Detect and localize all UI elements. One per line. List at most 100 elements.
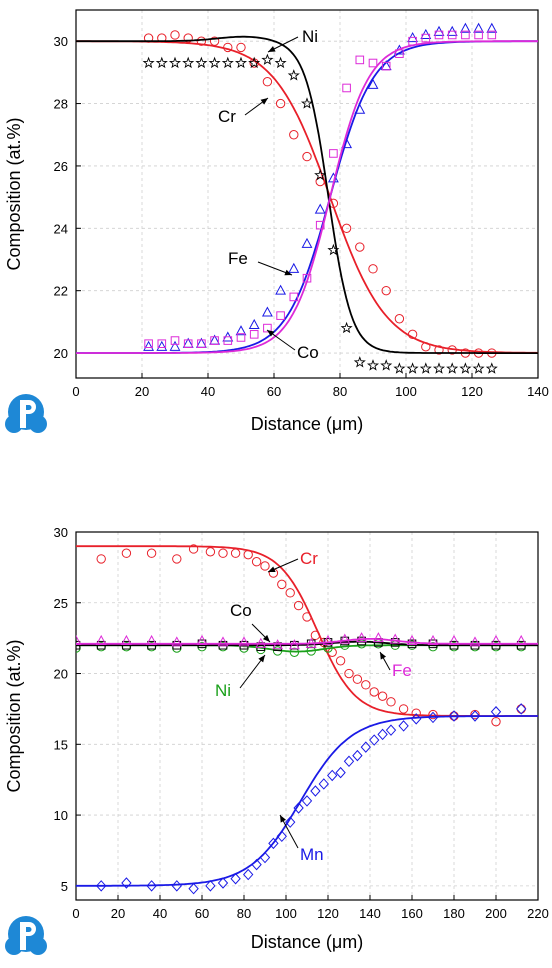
data-point-co <box>289 292 299 302</box>
arrow-head-icon <box>258 655 265 663</box>
fit-line-cr <box>76 40 538 354</box>
y-axis-label: Composition (at.%) <box>4 639 24 792</box>
data-point-ni <box>406 362 419 374</box>
data-point-co <box>197 339 206 348</box>
data-point-mn <box>121 877 132 889</box>
arrow-head-icon <box>268 46 276 52</box>
data-point-cr <box>361 680 371 690</box>
plot-frame <box>75 9 539 379</box>
data-point-cr <box>341 223 352 234</box>
bottom-chart: 0 20 40 60 80 100 120 140 160 180 200 220 5 10 15 20 25 3… <box>4 525 549 952</box>
data-point-fe <box>235 325 247 336</box>
annotation-label-co: Co <box>297 343 319 362</box>
arrow-head-icon <box>268 566 276 572</box>
data-point-ni <box>432 362 446 374</box>
data-point-cr <box>230 548 241 558</box>
data-point-cr <box>352 674 363 684</box>
data-point-cr <box>355 242 365 252</box>
x-tick-label: 20 <box>111 906 125 921</box>
data-point-fe <box>389 633 401 644</box>
data-point-fe <box>261 306 273 317</box>
fit-line-cr <box>76 545 538 717</box>
x-tick-label: 0 <box>72 906 79 921</box>
data-point-mn <box>146 880 157 892</box>
y-tick-label: 24 <box>54 221 68 236</box>
data-point-mn <box>96 880 107 892</box>
x-tick-label: 80 <box>237 906 251 921</box>
data-point-mn <box>516 703 527 715</box>
x-tick-label: 220 <box>527 906 549 921</box>
y-tick-label: 28 <box>54 97 68 112</box>
annotation-label-fe: Fe <box>392 661 412 680</box>
data-point-fe <box>314 203 326 214</box>
data-point-cr <box>236 42 246 53</box>
data-point-mn <box>243 868 254 881</box>
data-point-cr <box>335 656 346 666</box>
annotation-label-ni: Ni <box>302 27 318 46</box>
data-point-cr <box>516 704 526 714</box>
annotation-label-co: Co <box>230 601 252 620</box>
data-point-ni <box>208 56 221 69</box>
top-chart: 0 20 40 60 80 100 120 140 20 22 24 26 28 30 Distance (… <box>4 9 549 434</box>
x-tick-label: 40 <box>201 384 215 399</box>
data-point-mn <box>427 711 439 724</box>
data-point-ni <box>234 56 248 69</box>
data-point-cr <box>381 285 391 296</box>
fit-line-fe <box>76 40 538 354</box>
y-tick-label: 22 <box>54 284 68 299</box>
data-point-ni <box>261 53 274 65</box>
data-point-cr <box>262 77 273 87</box>
data-point-fe <box>406 634 418 645</box>
data-point-co <box>170 336 180 345</box>
annotation-label-ni: Ni <box>215 681 231 700</box>
data-point-cr <box>170 30 180 40</box>
x-tick-label: 100 <box>275 906 297 921</box>
data-point-co <box>144 339 153 348</box>
arrow-head-icon <box>284 269 292 276</box>
x-tick-label: 40 <box>153 906 167 921</box>
x-axis-label: Distance (μm) <box>251 414 363 434</box>
x-tick-label: 180 <box>443 906 465 921</box>
data-point-co <box>342 83 351 93</box>
fit-line-mn <box>76 715 538 887</box>
fit-line-co <box>76 640 538 647</box>
logo-icon <box>5 394 47 433</box>
y-tick-label: 10 <box>54 808 68 823</box>
x-tick-label: 140 <box>527 384 549 399</box>
data-point-cr <box>260 561 270 571</box>
data-point-ni <box>380 359 393 371</box>
x-tick-label: 200 <box>485 906 507 921</box>
data-point-ni <box>274 56 287 69</box>
data-point-ni <box>419 362 432 374</box>
data-point-fe <box>143 340 155 351</box>
data-point-mn <box>469 710 481 722</box>
data-point-mn <box>205 880 216 892</box>
data-point-fe <box>301 237 313 248</box>
data-point-mn <box>259 851 271 864</box>
data-point-mn <box>448 710 460 722</box>
fit-line-co <box>76 40 538 354</box>
data-point-co <box>434 30 444 40</box>
data-point-cr <box>146 548 157 558</box>
data-point-mn <box>310 785 321 797</box>
data-point-ni <box>248 56 261 69</box>
data-point-co <box>276 311 285 320</box>
y-axis-label: Composition (at.%) <box>4 117 24 270</box>
data-point-fe <box>76 634 82 645</box>
data-point-ni <box>287 69 300 81</box>
data-point-fe <box>156 340 168 351</box>
data-point-mn <box>217 877 229 889</box>
data-point-mn <box>301 795 313 807</box>
data-point-fe <box>356 632 368 643</box>
data-point-co <box>223 336 233 345</box>
data-point-cr <box>285 588 295 598</box>
data-point-mn <box>352 749 363 762</box>
data-point-mn <box>335 766 346 779</box>
arrow-head-icon <box>260 98 268 105</box>
data-point-cr <box>398 704 409 714</box>
data-point-co <box>381 61 391 71</box>
data-point-co <box>487 30 497 40</box>
data-point-co <box>329 149 338 158</box>
data-point-fe <box>339 633 351 644</box>
data-point-fe <box>217 636 229 647</box>
